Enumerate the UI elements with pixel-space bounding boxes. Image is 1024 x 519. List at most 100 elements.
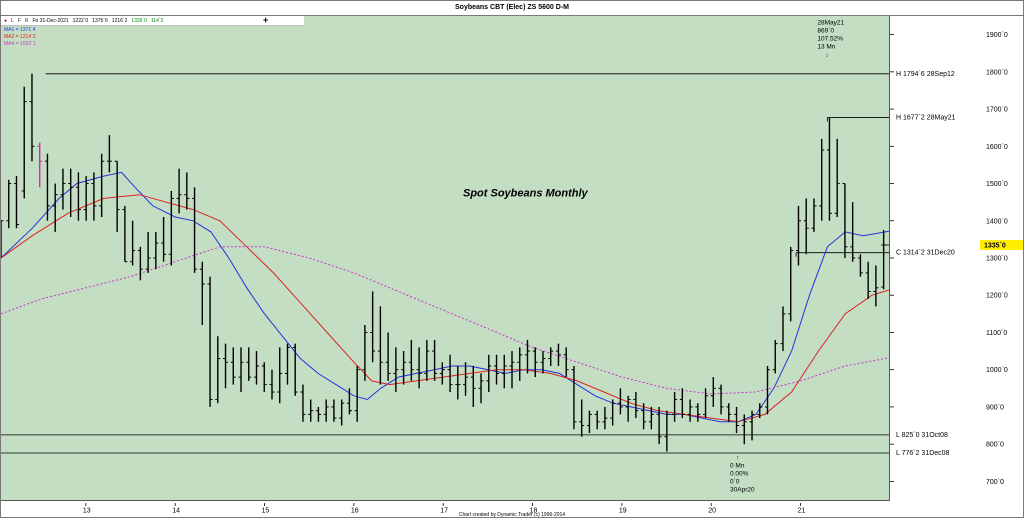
info-toolbar: ● L F R Fri 31-Dec-2021 1222`0 1375`6 12… [1,16,304,26]
annotation-line: 28May21 [817,20,844,27]
chart-subtitle: Spot Soybeans Monthly [463,188,589,200]
toolbar-button-l[interactable]: L [11,17,14,24]
ohlc-bar [672,392,678,422]
x-tick-label: 19 [619,508,627,515]
add-symbol-button[interactable]: + [263,15,269,25]
y-tick-label: 1900`0 [986,32,1008,39]
ohlc-bar [207,276,213,407]
footer-credit: Chart created by Dynamic Trader (c) 1996… [458,512,566,518]
ohlc-bar [6,179,12,229]
annotation-line: 13 Mn [817,44,835,51]
ohlc-bar [757,403,763,419]
overlay-ma1 [0,171,890,423]
x-axis[interactable]: 13 14 15 16 17 18 19 20 21 [1,501,889,515]
y-tick-label: 1600`0 [986,144,1008,151]
ohlc-bar [555,343,561,366]
ohlc-bar [579,399,585,437]
annotation-line: 869`0 [817,28,834,35]
ohlc-bar [393,347,399,393]
ohlc-bar [524,339,530,374]
ohlc-bar [308,399,314,422]
ohlc-bar [331,399,337,422]
ohlc-bar [68,168,74,218]
ohlc-bar [199,261,205,326]
y-tick-label: 1500`0 [986,181,1008,188]
y-tick-label: 1700`0 [986,107,1008,114]
ohlc-bar [292,343,298,396]
y-tick-label: 700`0 [986,479,1004,486]
bar-high: 1375`6 [92,17,108,24]
x-tick-label: 15 [262,508,270,515]
plot-area[interactable]: Spot Soybeans Monthly 28May21 869`0 107.52%… [0,16,890,501]
ohlc-bar [548,347,554,366]
x-tick-label: 13 [83,508,91,515]
ohlc-bar [401,351,407,385]
ohlc-bar [842,183,848,258]
x-tick-label: 20 [708,508,716,515]
ohlc-bar [408,339,414,381]
ohlc-bar [277,347,283,404]
last-price-box [980,239,1023,250]
overlay-ma4 [0,246,890,395]
y-tick-label: 900`0 [986,404,1004,411]
ohlc-bar [509,351,515,389]
ohlc-bar [850,202,856,262]
ohlc-bar [44,153,50,221]
y-tick-label: 1000`0 [986,367,1008,374]
ohlc-bar [532,347,538,378]
ohlc-bar [648,406,654,430]
y-axis[interactable]: H 1794`6 28Sep12 H 1677`2 28May21 C 1314`2… [890,16,1023,500]
ohlc-bar [826,117,832,221]
ohlc-bar [478,373,484,404]
x-tick-label: 18 [530,508,538,515]
toolbar-button-r[interactable]: R [24,17,29,24]
ohlc-bar [122,205,128,263]
ohlc-bar [734,406,740,433]
ohlc-bar [370,291,376,363]
ohlc-bar [184,172,190,210]
overlay-ma2 [0,194,890,423]
ohlc-bar [0,220,4,258]
ohlc-bar [192,187,198,273]
ohlc-bar [168,190,174,266]
ohlc-bar [625,395,631,422]
ohlc-bar [439,362,445,385]
ohlc-bar [215,336,221,404]
ohlc-bar [494,354,500,385]
ma2-label: MA2 = 1214`2 [4,34,36,40]
bar-change: 114`2 [150,17,164,24]
ohlc-bar [463,362,469,396]
x-tick-label: 14 [172,508,180,515]
ohlc-bar [610,399,616,426]
ohlc-bar [29,73,35,162]
annotation-line: 0 Mn [730,463,745,470]
ohlc-bar [346,388,352,415]
annotation-line: 107.52% [817,36,843,43]
ohlc-bar [718,384,724,415]
ohlc-bar [153,231,159,270]
ohlc-bar [246,347,252,381]
ohlc-bar [617,388,623,415]
up-arrow-icon: ↑ [736,455,739,462]
ma1-label: MA1 = 1371`4 [4,27,36,33]
x-tick-label: 17 [440,508,448,515]
y-tick-label: 1100`0 [986,330,1007,337]
chart-title: Soybeans CBT (Elec) ZS 5600 D-M [455,4,569,11]
down-arrow-icon: ↓ [825,52,828,59]
ohlc-bar [455,365,461,400]
ohlc-bar [176,168,182,214]
ohlc-bar [52,183,58,232]
dot-icon[interactable]: ● [4,17,8,24]
toolbar-button-f[interactable]: F [17,17,21,24]
ohlc-bar [641,403,647,430]
ohlc-bar [517,347,523,381]
annotation-line: 0`0 [730,479,740,486]
ohlc-bar [633,392,639,419]
ohlc-bar [486,354,492,393]
x-axis-svg: 13 14 15 16 17 18 19 20 21 [83,503,805,515]
price-chart[interactable]: Spot Soybeans Monthly 28May21869`0107.52%… [0,16,890,500]
ohlc-bar [254,351,260,385]
ohlc-bar [416,347,422,389]
